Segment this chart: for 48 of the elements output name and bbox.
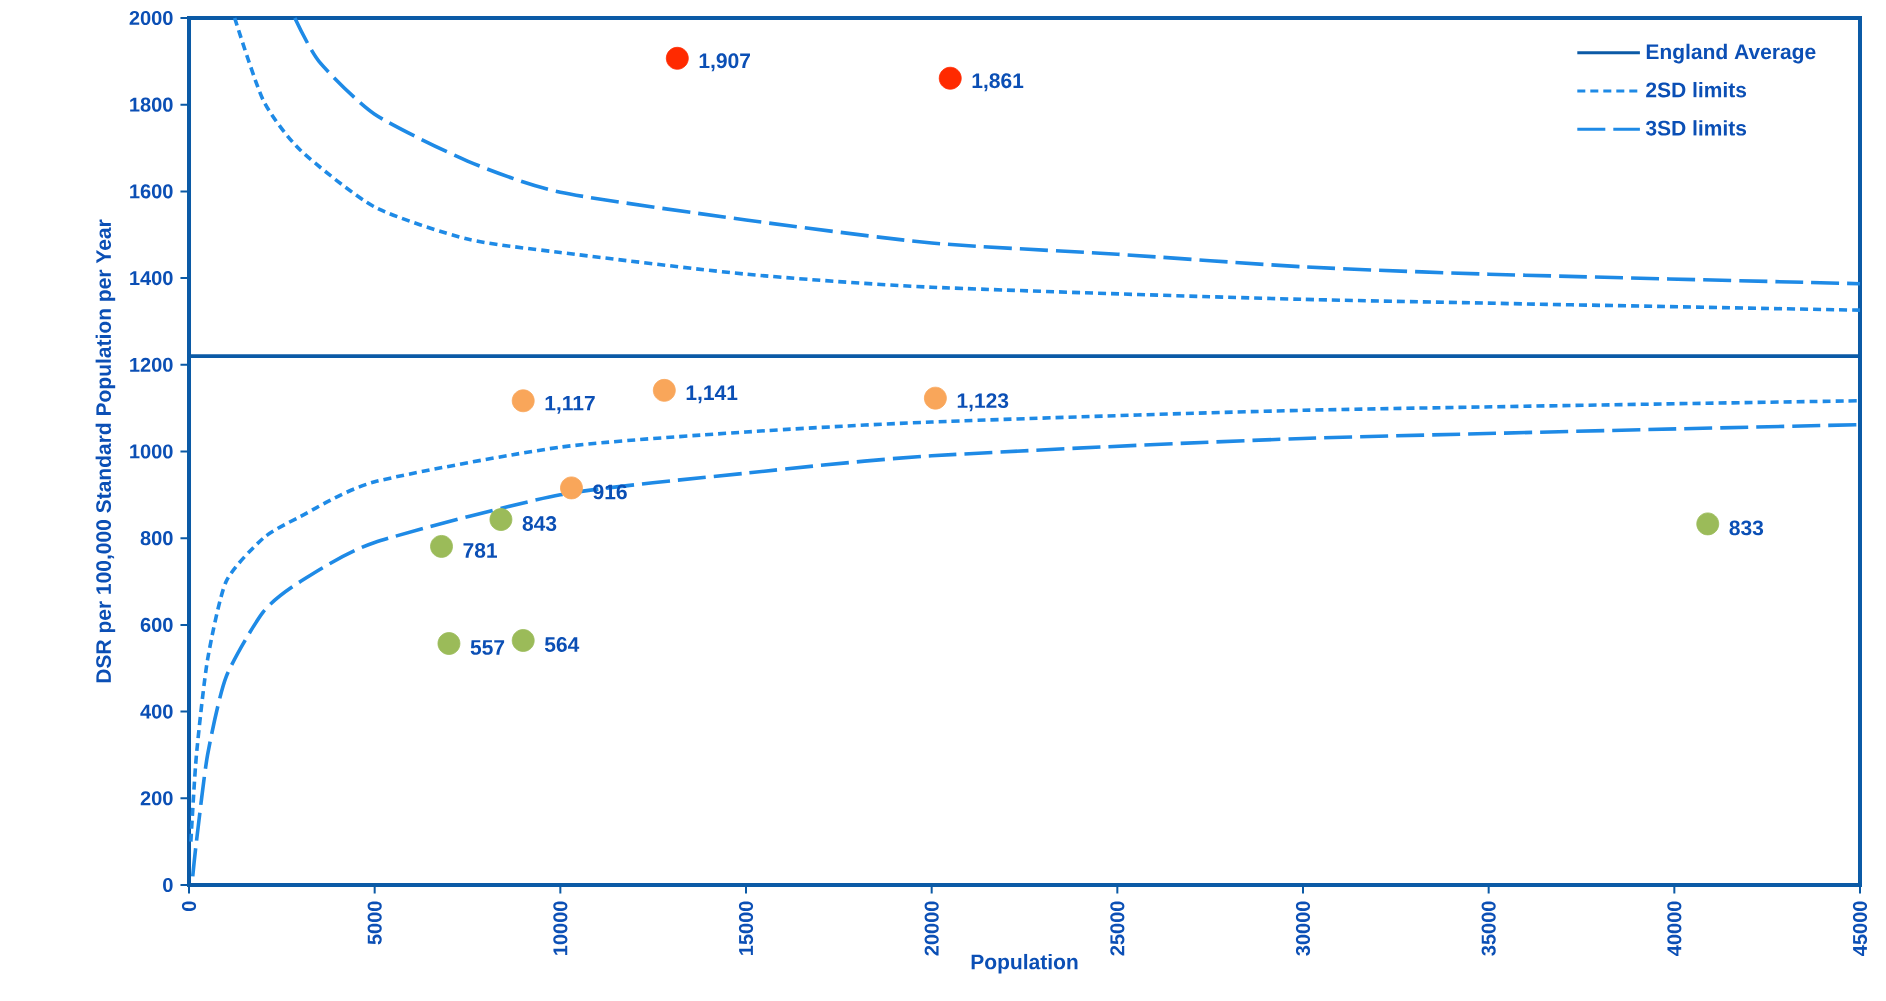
point: [511, 389, 535, 413]
point: [437, 632, 461, 655]
y-tick-label: 0: [163, 877, 173, 893]
point: [938, 66, 962, 90]
legend-label: 2SD limits: [1646, 81, 1747, 98]
point: [430, 535, 453, 558]
point: [652, 378, 676, 402]
point: [560, 476, 583, 500]
x-axis-title: Population: [971, 953, 1078, 974]
y-tick-label: 1200: [130, 357, 173, 372]
x-tick-label: 10000: [553, 901, 568, 955]
point: [665, 46, 689, 70]
data-label: 833: [1729, 520, 1764, 536]
x-tick-label: 5000: [367, 901, 382, 945]
y-tick-label: 1000: [130, 444, 173, 459]
data-label: 557: [470, 640, 505, 655]
data-label: 781: [463, 543, 497, 558]
data-label: 916: [593, 484, 627, 500]
x-tick-label: 35000: [1481, 901, 1496, 956]
point: [511, 629, 535, 652]
point: [923, 386, 947, 410]
x-tick-label: 40000: [1667, 901, 1682, 956]
data-label: 1,141: [686, 385, 738, 404]
data-label: 1,861: [972, 73, 1024, 92]
y-tick-label: 2000: [129, 10, 173, 26]
x-tick-label: 15000: [738, 901, 754, 955]
y-tick-label: 1600: [130, 184, 173, 199]
x-tick-label: 45000: [1852, 901, 1868, 956]
x-tick-label: 20000: [924, 901, 939, 956]
y-tick-label: 400: [140, 704, 173, 719]
legend-label: England Average: [1646, 43, 1816, 64]
y-tick-label: 800: [140, 531, 173, 546]
point: [489, 508, 513, 531]
legend-label: 3SD limits: [1645, 120, 1747, 136]
y-tick-label: 1800: [130, 97, 173, 112]
data-label: 843: [522, 516, 557, 532]
y-axis-title: DSR per 100,000 Standard Population per Year: [95, 219, 116, 683]
y-tick-label: 200: [140, 791, 173, 806]
x-tick-label: 0: [181, 901, 197, 911]
data-label: 1,123: [957, 393, 1009, 412]
data-label: 1,907: [699, 53, 750, 72]
x-tick-label: 25000: [1110, 901, 1125, 956]
data-label: 1,117: [545, 395, 595, 414]
x-tick-label: 30000: [1295, 901, 1311, 956]
point: [1696, 512, 1720, 536]
y-tick-label: 1400: [130, 271, 173, 286]
data-label: 564: [544, 637, 580, 652]
y-tick-label: 600: [140, 617, 173, 632]
